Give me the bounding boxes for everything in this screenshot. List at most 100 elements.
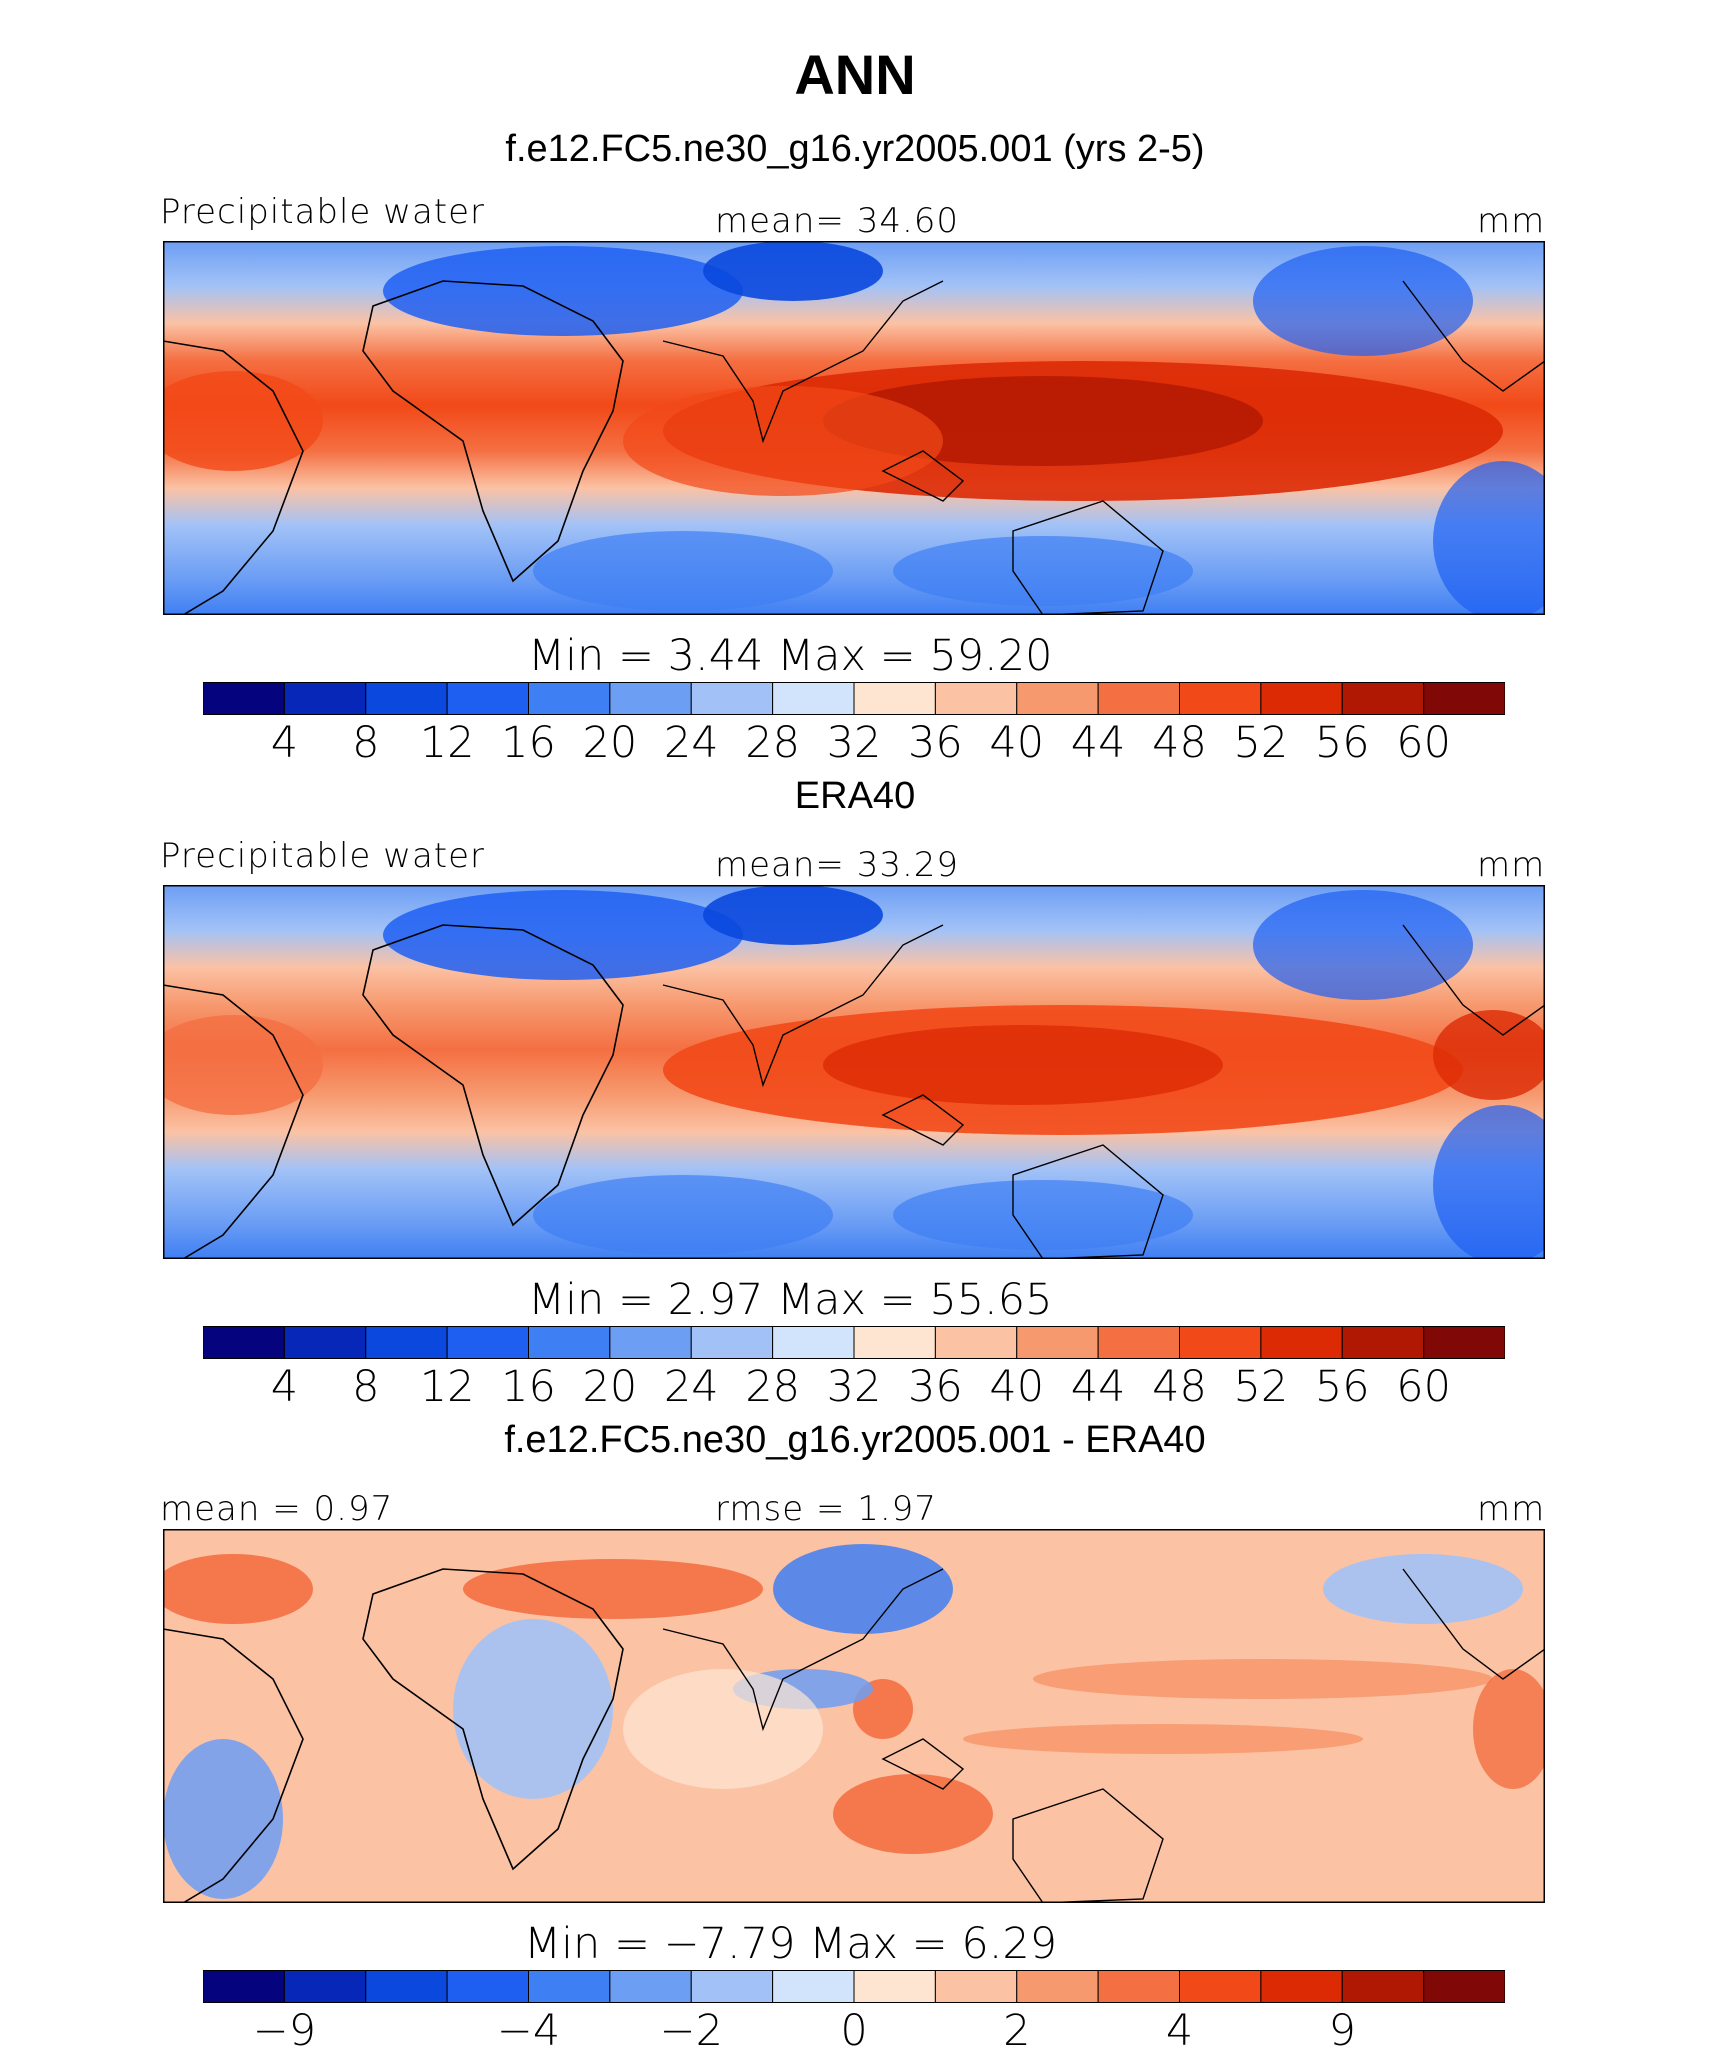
colorbar-box xyxy=(283,1326,367,1359)
colorbar-tick-label: 40 xyxy=(989,1362,1045,1412)
colorbar-box xyxy=(934,1970,1018,2003)
colorbar-box xyxy=(772,1326,855,1359)
panel-1-units-label: mm xyxy=(1477,201,1546,241)
colorbar-box xyxy=(1423,1970,1505,2003)
panel-3-title: f.e12.FC5.ne30_g16.yr2005.001 - ERA40 xyxy=(504,1419,1206,1461)
colorbar-box xyxy=(365,1970,448,2003)
panel-1-colorbar-labels: 4 8 12 16 20 24 28 32 36 40 44 48 52 56 60 xyxy=(0,718,1710,768)
colorbar-box xyxy=(365,682,448,715)
colorbar-tick-label: 44 xyxy=(1070,718,1126,768)
panel-1-colorbar xyxy=(203,682,1505,715)
colorbar-box xyxy=(1179,682,1262,715)
colorbar-box xyxy=(609,1970,692,2003)
panel-2-units-label: mm xyxy=(1477,845,1546,885)
colorbar-tick-label: 8 xyxy=(352,718,380,768)
colorbar-tick-label: 36 xyxy=(908,1362,963,1412)
panel-2-variable-label: Precipitable water xyxy=(160,836,486,876)
colorbar-tick-label: −2 xyxy=(659,2006,723,2056)
colorbar-box xyxy=(283,682,367,715)
colorbar-box xyxy=(1341,682,1425,715)
colorbar-tick-label: 24 xyxy=(663,1362,719,1412)
colorbar-tick-label: 28 xyxy=(745,718,800,768)
colorbar-box xyxy=(1260,1970,1343,2003)
colorbar-box xyxy=(1260,682,1343,715)
colorbar-tick-label: 32 xyxy=(826,1362,882,1412)
panel-3-units-label: mm xyxy=(1477,1489,1546,1529)
colorbar-box xyxy=(853,1326,936,1359)
colorbar-box xyxy=(1097,682,1181,715)
colorbar-tick-label: 52 xyxy=(1233,718,1289,768)
panel-2-title: ERA40 xyxy=(794,775,916,817)
colorbar-box xyxy=(853,1970,936,2003)
colorbar-tick-label: 4 xyxy=(270,1362,299,1412)
colorbar-box xyxy=(1260,1326,1343,1359)
panel-2-map xyxy=(163,885,1545,1259)
colorbar-box xyxy=(772,1970,855,2003)
colorbar-tick-label: 16 xyxy=(501,1362,556,1412)
colorbar-box xyxy=(853,682,936,715)
colorbar-tick-label: 4 xyxy=(270,718,299,768)
colorbar-box xyxy=(1016,1970,1099,2003)
colorbar-box xyxy=(528,682,611,715)
colorbar-tick-label: 16 xyxy=(501,718,556,768)
colorbar-tick-label: 48 xyxy=(1152,1362,1207,1412)
colorbar-tick-label: 24 xyxy=(663,718,719,768)
colorbar-box xyxy=(609,682,692,715)
colorbar-box xyxy=(203,682,285,715)
colorbar-box xyxy=(609,1326,692,1359)
panel-1-mean-label: mean= 34.60 xyxy=(715,201,960,241)
colorbar-box xyxy=(1179,1970,1262,2003)
colorbar-tick-label: 52 xyxy=(1233,1362,1289,1412)
colorbar-box xyxy=(203,1326,285,1359)
colorbar-box xyxy=(203,1970,285,2003)
colorbar-tick-label: 56 xyxy=(1314,718,1370,768)
colorbar-box xyxy=(690,682,774,715)
panel-1-variable-label: Precipitable water xyxy=(160,192,486,232)
panel-3-map xyxy=(163,1529,1545,1903)
colorbar-tick-label: 12 xyxy=(419,718,475,768)
colorbar-box xyxy=(1097,1326,1181,1359)
colorbar-box xyxy=(446,682,530,715)
colorbar-box xyxy=(1016,1326,1099,1359)
panel-1-map xyxy=(163,241,1545,615)
colorbar-tick-label: 60 xyxy=(1396,1362,1451,1412)
colorbar-tick-label: 28 xyxy=(745,1362,800,1412)
colorbar-tick-label: 2 xyxy=(1003,2006,1031,2056)
colorbar-tick-label: 20 xyxy=(582,718,638,768)
colorbar-tick-label: 40 xyxy=(989,718,1045,768)
panel-3-colorbar-labels: −9 −4 −2 0 2 4 9 xyxy=(0,2006,1710,2056)
colorbar-tick-label: 20 xyxy=(582,1362,638,1412)
colorbar-tick-label: −9 xyxy=(252,2006,317,2056)
panel-2-min-max: Min = 2.97 Max = 55.65 xyxy=(528,1275,1053,1325)
colorbar-tick-label: 4 xyxy=(1165,2006,1194,2056)
colorbar-box xyxy=(1179,1326,1262,1359)
colorbar-box xyxy=(1341,1326,1425,1359)
colorbar-tick-label: 32 xyxy=(826,718,882,768)
panel-2-colorbar-labels: 4 8 12 16 20 24 28 32 36 40 44 48 52 56 60 xyxy=(0,1362,1710,1412)
panel-1-title: f.e12.FC5.ne30_g16.yr2005.001 (yrs 2-5) xyxy=(505,128,1205,170)
colorbar-box xyxy=(690,1970,774,2003)
colorbar-tick-label: 60 xyxy=(1396,718,1451,768)
colorbar-tick-label: 12 xyxy=(419,1362,475,1412)
colorbar-box xyxy=(528,1326,611,1359)
panel-3-min-max: Min = −7.79 Max = 6.29 xyxy=(524,1919,1058,1969)
colorbar-box xyxy=(934,682,1018,715)
colorbar-box xyxy=(446,1970,530,2003)
panel-1-min-max: Min = 3.44 Max = 59.20 xyxy=(528,631,1053,681)
colorbar-tick-label: 56 xyxy=(1314,1362,1370,1412)
colorbar-box xyxy=(1097,1970,1181,2003)
colorbar-tick-label: 0 xyxy=(840,2006,868,2056)
colorbar-box xyxy=(1423,1326,1505,1359)
panel-2-mean-label: mean= 33.29 xyxy=(715,845,960,885)
colorbar-box xyxy=(283,1970,367,2003)
colorbar-box xyxy=(446,1326,530,1359)
colorbar-tick-label: −4 xyxy=(496,2006,561,2056)
panel-3-mean-label: mean = 0.97 xyxy=(160,1489,394,1529)
colorbar-box xyxy=(1423,682,1505,715)
colorbar-box xyxy=(934,1326,1018,1359)
colorbar-tick-label: 8 xyxy=(352,1362,380,1412)
colorbar-box xyxy=(690,1326,774,1359)
colorbar-box xyxy=(1341,1970,1425,2003)
colorbar-box xyxy=(528,1970,611,2003)
colorbar-tick-label: 48 xyxy=(1152,718,1207,768)
